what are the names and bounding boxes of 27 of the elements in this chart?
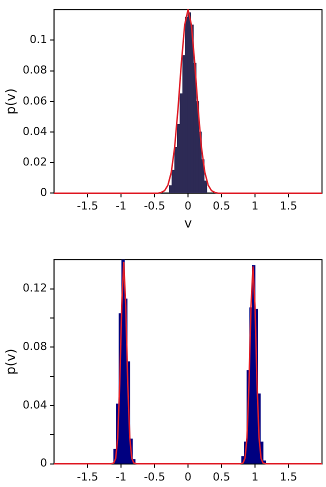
x-tick-label: 1 xyxy=(252,200,259,213)
y-tick-label: 0.04 xyxy=(22,124,48,138)
x-tick-label: 1.5 xyxy=(280,200,298,213)
y-tick-label: 0.12 xyxy=(22,282,48,295)
x-tick-label: -1 xyxy=(116,470,127,484)
x-tick-label: -1.5 xyxy=(76,470,98,484)
y-axis-title: p(v) xyxy=(4,348,20,375)
x-tick-label: -1.5 xyxy=(76,200,98,213)
y-tick-label: 0.08 xyxy=(22,64,48,77)
x-tick-label: 0 xyxy=(184,470,192,484)
x-tick-label: -0.5 xyxy=(144,470,166,484)
y-tick-label: 0.08 xyxy=(22,340,48,353)
y-tick-label: 0.1 xyxy=(30,33,48,46)
y-tick-label: 0.04 xyxy=(22,398,48,412)
y-tick-label: 0 xyxy=(40,186,48,200)
y-tick-label: 0.02 xyxy=(22,155,48,168)
x-tick-label: 0.5 xyxy=(212,470,230,484)
y-axis-title: p(v) xyxy=(4,88,20,114)
x-tick-label: 0.5 xyxy=(212,200,230,213)
x-tick-label: 1 xyxy=(252,470,259,484)
x-tick-label: -0.5 xyxy=(144,200,166,213)
x-axis-title: v xyxy=(184,216,192,232)
y-tick-label: 0 xyxy=(40,456,48,470)
y-tick-label: 0.06 xyxy=(22,94,48,108)
x-tick-label: 0 xyxy=(184,200,192,213)
x-tick-label: 1.5 xyxy=(280,470,298,484)
x-tick-label: -1 xyxy=(116,200,127,213)
